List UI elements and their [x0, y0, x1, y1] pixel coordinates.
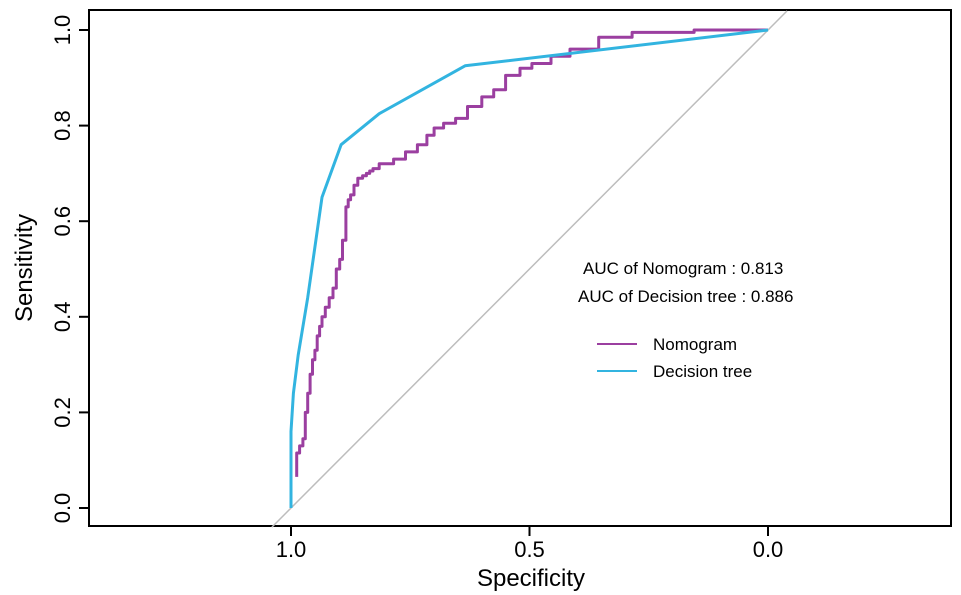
- roc-curves: [289, 28, 769, 508]
- y-tick-label: 1.0: [50, 15, 75, 46]
- series-line-decision-tree: [289, 28, 769, 508]
- x-axis-title: Specificity: [477, 565, 585, 592]
- x-axis: 1.0 0.5 0.0: [276, 526, 784, 562]
- y-tick-label: 0.2: [50, 397, 75, 428]
- legend: Nomogram Decision tree: [597, 335, 752, 381]
- reference-diagonal: [271, 10, 788, 528]
- plot-frame: [88, 9, 952, 527]
- auc-annotation-nomogram: AUC of Nomogram : 0.813: [583, 259, 783, 278]
- x-tick-label: 1.0: [276, 537, 307, 562]
- y-axis: 0.0 0.2 0.4 0.6 0.8 1.0: [50, 15, 89, 524]
- series-line-nomogram: [295, 28, 768, 477]
- legend-label-nomogram: Nomogram: [653, 335, 737, 354]
- legend-label-decision-tree: Decision tree: [653, 362, 752, 381]
- x-tick-label: 0.0: [753, 537, 784, 562]
- x-tick-label: 0.5: [514, 537, 545, 562]
- y-axis-title: Sensitivity: [11, 214, 38, 322]
- auc-annotation-decision-tree: AUC of Decision tree : 0.886: [578, 287, 793, 306]
- y-tick-label: 0.4: [50, 302, 75, 333]
- reference-line: [271, 10, 788, 528]
- y-tick-label: 0.0: [50, 493, 75, 524]
- y-tick-label: 0.6: [50, 206, 75, 237]
- y-tick-label: 0.8: [50, 110, 75, 141]
